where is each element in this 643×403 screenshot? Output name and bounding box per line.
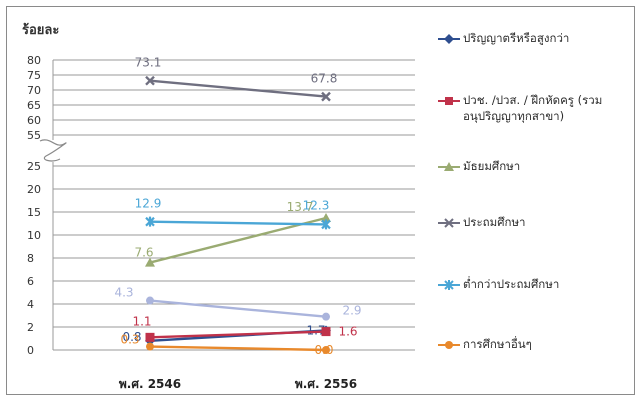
series-6-point xyxy=(322,346,330,354)
series-2-data-label: 1.1 xyxy=(132,314,151,328)
legend-label: ต่ำกว่าประถมศึกษา xyxy=(463,277,560,291)
series-6-data-label: 0.0 xyxy=(314,343,333,357)
legend-label: ปวช. /ปวส. / ฝึกหัดครู (รวมอนุปริญญาทุกส… xyxy=(463,93,603,123)
series-2-line xyxy=(149,330,327,339)
legend-item: ต่ำกว่าประถมศึกษา xyxy=(438,276,633,292)
y-tick-label: 2 xyxy=(27,321,34,334)
extra-series-data-label: 2.9 xyxy=(342,304,361,318)
series-5-data-label: 12.9 xyxy=(135,197,162,211)
series-3-line xyxy=(149,216,327,264)
x-tick-label: พ.ศ. 2546 xyxy=(119,377,181,391)
legend-item: ประถมศึกษา xyxy=(438,214,633,230)
series-2-data-label: 1.6 xyxy=(338,325,357,339)
series-4-point xyxy=(321,91,331,102)
y-axis-label: ร้อยละ xyxy=(22,22,59,38)
series-5-point xyxy=(145,216,155,227)
extra-series-point xyxy=(146,296,154,305)
y-tick-label: 15 xyxy=(27,206,41,219)
series-5-data-label: 12.3 xyxy=(303,198,330,212)
legend-label: มัธยมศึกษา xyxy=(463,159,521,173)
legend-swatch xyxy=(438,34,460,44)
legend-item: การศึกษาอื่นๆ xyxy=(438,336,633,352)
legend-swatch xyxy=(438,162,460,171)
extra-series-line xyxy=(149,299,327,318)
legend-label: ปริญญาตรีหรือสูงกว่า xyxy=(463,31,570,45)
series-4-line xyxy=(149,79,327,98)
y-tick-label: 70 xyxy=(27,84,41,97)
series-4-point xyxy=(145,75,155,86)
series-1-data-label: 1.7 xyxy=(306,323,325,337)
legend-label: ประถมศึกษา xyxy=(463,215,526,229)
y-tick-label: 75 xyxy=(27,69,41,82)
y-tick-label: 55 xyxy=(27,129,41,142)
series-5-point xyxy=(321,219,331,230)
extra-series-data-label: 4.3 xyxy=(114,286,133,300)
series-2-point xyxy=(145,332,155,342)
legend-swatch xyxy=(438,280,460,290)
legend-swatch xyxy=(438,218,460,228)
series-4-data-label: 67.8 xyxy=(311,72,338,86)
y-tick-label: 6 xyxy=(27,275,34,288)
y-tick-label: 10 xyxy=(27,229,41,242)
legend-item: ปริญญาตรีหรือสูงกว่า xyxy=(438,30,633,46)
y-tick-label: 80 xyxy=(27,54,41,67)
series-4-data-label: 73.1 xyxy=(135,56,162,70)
y-tick-label: 4 xyxy=(27,298,34,311)
series-1-data-label: 0.8 xyxy=(122,330,141,344)
series-3-point xyxy=(321,212,331,222)
series-3-data-label: 7.6 xyxy=(134,246,153,260)
series-5-line xyxy=(149,220,327,226)
y-tick-label: 60 xyxy=(27,114,41,127)
extra-series-point xyxy=(322,312,330,321)
y-tick-label: 20 xyxy=(27,183,41,196)
axis-break-mark xyxy=(39,139,67,162)
y-tick-label: 0 xyxy=(27,344,34,357)
legend-swatch xyxy=(438,97,460,105)
series-6-line xyxy=(149,345,327,352)
legend-item: มัธยมศึกษา xyxy=(438,158,633,174)
legend-item: ปวช. /ปวส. / ฝึกหัดครู (รวมอนุปริญญาทุกส… xyxy=(438,92,633,124)
series-6-data-label: 0.3 xyxy=(120,333,139,347)
y-tick-label: 25 xyxy=(27,160,41,173)
series-3-point xyxy=(145,257,155,267)
legend-label: การศึกษาอื่นๆ xyxy=(463,337,532,351)
series-6-point xyxy=(146,342,154,351)
legend-swatch xyxy=(438,341,460,349)
x-tick-label: พ.ศ. 2556 xyxy=(295,377,357,391)
series-2-point xyxy=(321,327,331,337)
series-3-data-label: 13.7 xyxy=(287,200,314,214)
y-tick-label: 8 xyxy=(27,252,34,265)
y-tick-label: 65 xyxy=(27,99,41,112)
